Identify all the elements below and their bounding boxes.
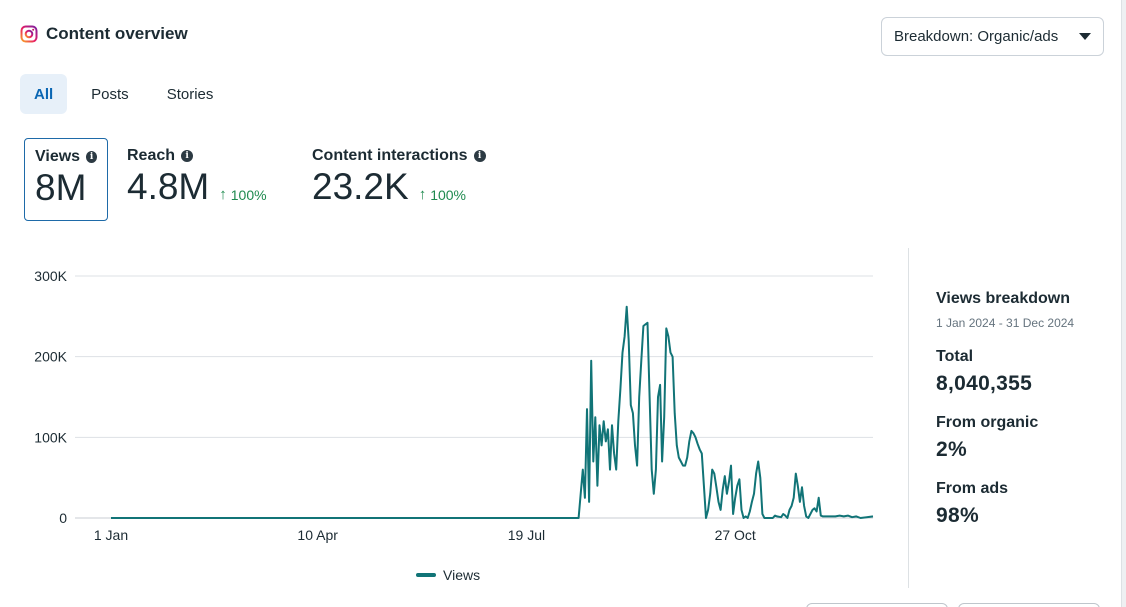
breakdown-title: Views breakdown <box>936 290 1070 307</box>
card-header: Content overview <box>20 24 188 44</box>
arrow-up-icon: ↑ <box>418 186 427 203</box>
info-icon[interactable]: i <box>473 150 486 162</box>
metric-interactions-label: Content interactions <box>312 147 468 164</box>
tab-stories[interactable]: Stories <box>166 85 214 103</box>
metric-views[interactable]: Views i 8M <box>24 138 108 221</box>
tab-all[interactable]: All <box>20 74 68 114</box>
breakdown-dropdown-label: Breakdown: Organic/ads <box>894 28 1059 45</box>
legend-label: Views <box>443 567 480 583</box>
x-tick-label: 10 Apr <box>297 527 338 543</box>
breakdown-date-range: 1 Jan 2024 - 31 Dec 2024 <box>936 316 1075 330</box>
metric-reach-value: 4.8M <box>127 166 210 207</box>
metric-reach-label: Reach <box>127 147 176 164</box>
views-line-chart: 0 100K 200K 300K 1 Jan 10 Apr 19 Jul 27 Oct View… <box>34 268 874 583</box>
metric-content-interactions[interactable]: Content interactions i 23.2K ↑ 100% <box>302 138 512 221</box>
breakdown-dropdown[interactable]: Breakdown: Organic/ads <box>881 17 1104 56</box>
y-tick-label: 0 <box>59 510 67 526</box>
organic-value: 2% <box>936 438 967 461</box>
instagram-icon <box>20 25 38 43</box>
footer-button[interactable] <box>958 603 1100 607</box>
panel-divider <box>908 248 909 588</box>
organic-label: From organic <box>936 414 1039 431</box>
page-title: Content overview <box>46 24 188 43</box>
content-type-tabs: All Posts Stories <box>20 74 237 114</box>
ads-value: 98% <box>936 504 979 527</box>
y-tick-label: 300K <box>34 268 67 284</box>
metric-views-label: Views <box>35 148 81 165</box>
metric-interactions-value: 23.2K <box>312 166 409 207</box>
total-label: Total <box>936 348 974 365</box>
arrow-up-icon: ↑ <box>219 186 227 203</box>
metric-reach[interactable]: Reach i 4.8M ↑ 100% <box>117 138 297 221</box>
ads-label: From ads <box>936 480 1009 497</box>
x-tick-label: 27 Oct <box>715 527 756 543</box>
info-icon[interactable]: i <box>181 150 194 162</box>
y-tick-label: 200K <box>34 349 67 365</box>
views-breakdown-panel: Views breakdown 1 Jan 2024 - 31 Dec 2024… <box>936 290 1106 528</box>
total-value: 8,040,355 <box>936 372 1033 395</box>
metric-interactions-change: 100% <box>430 186 467 203</box>
footer-button[interactable] <box>806 603 948 607</box>
x-tick-label: 1 Jan <box>94 527 128 543</box>
y-tick-label: 100K <box>34 429 67 445</box>
views-series-line <box>111 305 874 519</box>
tab-posts[interactable]: Posts <box>91 85 129 103</box>
metric-views-value: 8M <box>35 167 87 208</box>
info-icon[interactable]: i <box>86 151 97 163</box>
metric-reach-change: 100% <box>230 186 267 203</box>
caret-down-icon <box>1079 33 1091 40</box>
x-tick-label: 19 Jul <box>508 527 545 543</box>
